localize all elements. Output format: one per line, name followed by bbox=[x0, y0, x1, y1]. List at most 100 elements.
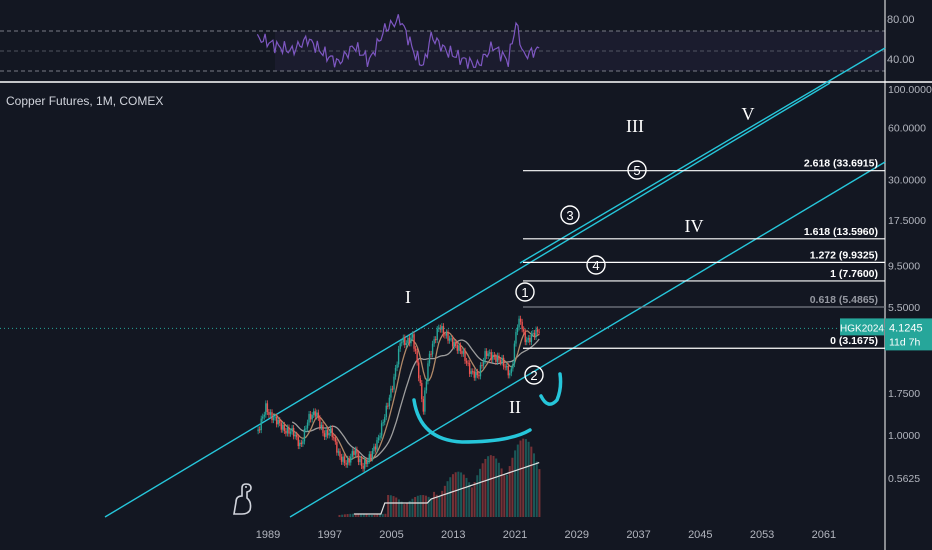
volume-bar bbox=[376, 514, 379, 517]
price-candle bbox=[524, 331, 526, 343]
price-candle bbox=[529, 337, 531, 343]
wave-label-major: IV bbox=[685, 216, 704, 236]
price-candle bbox=[316, 412, 318, 417]
price-candle bbox=[340, 456, 343, 462]
x-tick-label: 2029 bbox=[565, 529, 589, 541]
volume-bar bbox=[446, 481, 449, 517]
last-price-badge bbox=[885, 318, 932, 351]
price-candle bbox=[408, 337, 411, 344]
price-candle bbox=[489, 352, 491, 354]
volume-bar bbox=[379, 514, 382, 517]
annotations: 2.618 (33.6915) 1.618 (13.5960) 1.272 (9.9… bbox=[405, 104, 885, 444]
price-candle bbox=[306, 422, 309, 429]
price-candle bbox=[504, 366, 506, 368]
price-candle bbox=[354, 449, 357, 455]
price-candle bbox=[323, 433, 326, 437]
y-tick-label: 30.0000 bbox=[888, 174, 926, 186]
price-candle bbox=[342, 456, 344, 462]
price-candle bbox=[521, 321, 523, 330]
volume-bar bbox=[360, 513, 363, 517]
volume-bar bbox=[530, 446, 533, 517]
price-candle bbox=[333, 437, 335, 439]
volume-bar bbox=[503, 475, 506, 517]
volume-bar bbox=[387, 495, 390, 517]
fib-level-label: 0 (3.1675) bbox=[830, 335, 878, 347]
price-candle bbox=[286, 427, 289, 434]
price-candle bbox=[351, 451, 354, 457]
price-candle bbox=[297, 437, 299, 447]
price-candle bbox=[325, 430, 327, 437]
volume-bar bbox=[395, 497, 398, 517]
price-candle bbox=[427, 363, 429, 382]
price-candle bbox=[370, 454, 372, 459]
price-candle bbox=[390, 388, 392, 398]
price-candle bbox=[271, 412, 273, 421]
symbol-title[interactable]: Copper Futures, 1M, COMEX bbox=[6, 94, 164, 108]
price-candle bbox=[331, 428, 333, 438]
price-candle bbox=[499, 360, 502, 363]
price-candle bbox=[424, 390, 426, 412]
price-candle bbox=[296, 434, 298, 438]
price-candle bbox=[519, 318, 522, 322]
price-candle bbox=[282, 424, 284, 430]
price-candle bbox=[401, 342, 403, 344]
price-candle bbox=[339, 451, 341, 457]
price-candle bbox=[336, 441, 338, 453]
volume-bar bbox=[373, 514, 376, 517]
volume-bar bbox=[470, 487, 473, 517]
price-candle bbox=[445, 332, 448, 336]
volume-bar bbox=[341, 514, 344, 517]
volume-bar bbox=[468, 482, 471, 517]
price-candle bbox=[513, 343, 516, 365]
volume-bar bbox=[508, 466, 511, 517]
price-candle bbox=[451, 338, 454, 347]
volume-bar bbox=[414, 497, 417, 517]
wave-label-major: I bbox=[405, 287, 411, 307]
price-candle bbox=[343, 456, 346, 464]
volume-bar bbox=[406, 503, 409, 517]
price-candle bbox=[299, 442, 301, 447]
price-candle bbox=[450, 338, 452, 340]
volume-bar bbox=[430, 498, 433, 517]
wave-label-minor: 2 bbox=[524, 365, 544, 385]
x-tick-label: 2061 bbox=[812, 529, 836, 541]
price-candle bbox=[419, 378, 421, 383]
volume-bar bbox=[411, 498, 414, 517]
price-candle bbox=[402, 337, 404, 343]
channel-upper-line bbox=[104, 82, 831, 518]
price-candle bbox=[319, 417, 321, 428]
price-candle bbox=[303, 428, 306, 442]
volume-bar bbox=[454, 472, 457, 517]
price-candle bbox=[484, 351, 486, 361]
volume-bar bbox=[338, 515, 341, 517]
volume-bar bbox=[343, 514, 346, 517]
price-candle bbox=[465, 360, 468, 363]
fib-level-label: 2.618 (33.6915) bbox=[804, 158, 878, 170]
price-candle bbox=[425, 381, 428, 391]
price-candle bbox=[380, 423, 383, 436]
volume-bar bbox=[533, 453, 536, 517]
price-candle bbox=[379, 435, 381, 438]
price-candle bbox=[396, 364, 398, 368]
last-price-value: 4.1245 bbox=[889, 322, 923, 334]
price-candle bbox=[373, 446, 375, 451]
symbol-badge-text: HGK2024 bbox=[840, 323, 884, 334]
volume-bar bbox=[400, 501, 403, 517]
price-candle bbox=[322, 424, 324, 434]
volume-bar bbox=[514, 450, 517, 517]
y-tick-label: 9.5000 bbox=[888, 261, 920, 273]
price-candle bbox=[387, 405, 389, 407]
price-candle bbox=[320, 424, 323, 428]
volume-bar bbox=[362, 514, 365, 517]
wave-label-number: 5 bbox=[633, 163, 640, 178]
fib-level-label: 1.618 (13.5960) bbox=[804, 226, 878, 238]
price-candle bbox=[274, 416, 276, 418]
price-candle bbox=[490, 352, 492, 360]
x-tick-label: 2053 bbox=[750, 529, 774, 541]
wave-label-minor: 1 bbox=[515, 282, 535, 302]
price-candle bbox=[393, 376, 395, 390]
price-ma-short bbox=[272, 330, 540, 463]
price-candle bbox=[394, 368, 397, 377]
price-candle bbox=[533, 332, 536, 337]
